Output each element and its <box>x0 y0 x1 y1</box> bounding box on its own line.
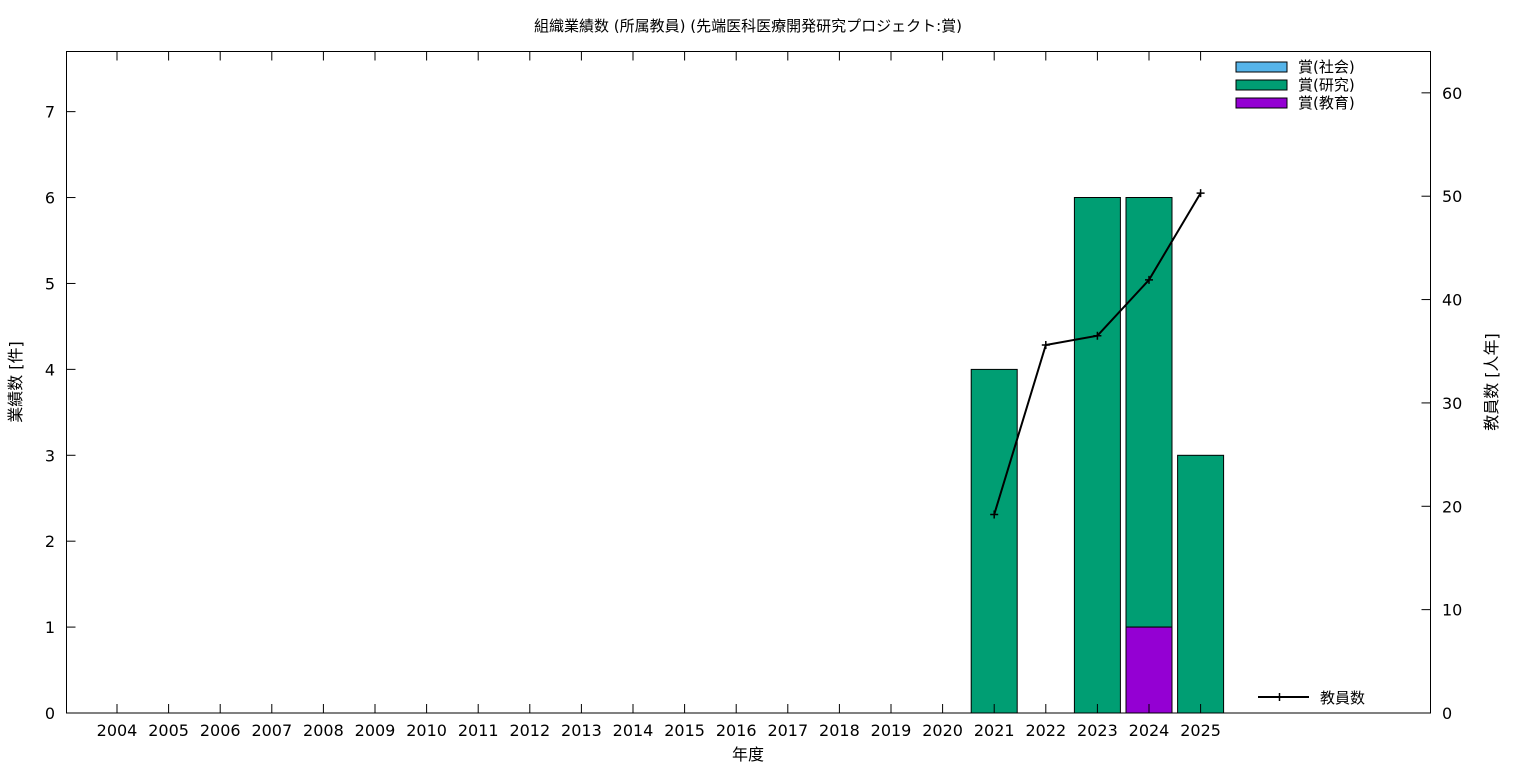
legend: 賞(社会)賞(研究)賞(教育) 教員数 <box>1235 58 1365 707</box>
y2-tick-label-0: 0 <box>1442 704 1452 723</box>
y-tick-label-2: 2 <box>45 532 55 551</box>
left-axis-tick-labels: 0 1 2 3 4 5 6 7 <box>45 103 55 723</box>
legend-label-2: 賞(教育) <box>1298 94 1355 112</box>
chart-title: 組織業績数 (所属教員) (先端医科医療開発研究プロジェクト:賞) <box>534 17 962 35</box>
x-tick-label-2023: 2023 <box>1077 721 1118 740</box>
x-axis-tick-labels: 2004 2005 2006 2007 2008 2009 2010 2011 2012 2013… <box>97 721 1221 740</box>
y-tick-label-3: 3 <box>45 446 55 465</box>
y-tick-label-5: 5 <box>45 274 55 293</box>
y2-tick-label-60: 60 <box>1442 84 1462 103</box>
x-tick-label-2012: 2012 <box>509 721 550 740</box>
bar-2023-series-1 <box>1073 197 1121 714</box>
legend-line-label: 教員数 <box>1320 689 1365 707</box>
bars-layer <box>970 197 1225 714</box>
x-tick-label-2025: 2025 <box>1180 721 1221 740</box>
y2-tick-label-40: 40 <box>1442 291 1462 310</box>
x-tick-label-2016: 2016 <box>716 721 757 740</box>
x-tick-label-2021: 2021 <box>974 721 1015 740</box>
x-tick-label-2009: 2009 <box>355 721 396 740</box>
x-tick-label-2018: 2018 <box>819 721 860 740</box>
x-tick-label-2005: 2005 <box>148 721 189 740</box>
x-tick-label-2019: 2019 <box>871 721 912 740</box>
ticks-layer <box>66 51 1431 713</box>
y-axis-label: 業績数 [件] <box>6 341 25 423</box>
y2-tick-label-10: 10 <box>1442 601 1462 620</box>
y-tick-label-1: 1 <box>45 618 55 637</box>
x-tick-label-2015: 2015 <box>664 721 705 740</box>
y2-tick-label-50: 50 <box>1442 187 1462 206</box>
bar-2024-series-1 <box>1125 197 1173 628</box>
x-tick-label-2004: 2004 <box>97 721 138 740</box>
y2-axis-label: 教員数 [人年] <box>1482 333 1501 431</box>
line-layer <box>990 189 1205 519</box>
plot-frame <box>66 51 1431 714</box>
legend-swatch-0 <box>1235 61 1288 73</box>
x-tick-label-2020: 2020 <box>922 721 963 740</box>
legend-swatch-2 <box>1235 97 1288 109</box>
faculty-point-2021 <box>990 510 999 519</box>
x-tick-label-2017: 2017 <box>767 721 808 740</box>
x-tick-label-2014: 2014 <box>613 721 654 740</box>
bar-2025-series-1 <box>1177 454 1225 714</box>
legend-swatch-1 <box>1235 79 1288 91</box>
y-tick-label-0: 0 <box>45 704 55 723</box>
y-tick-label-7: 7 <box>45 103 55 122</box>
y-tick-label-6: 6 <box>45 189 55 208</box>
x-tick-label-2013: 2013 <box>561 721 602 740</box>
legend-label-0: 賞(社会) <box>1298 58 1355 76</box>
x-tick-label-2024: 2024 <box>1129 721 1170 740</box>
faculty-point-2025 <box>1196 189 1205 198</box>
bar-2021-series-1 <box>970 368 1018 714</box>
legend-label-1: 賞(研究) <box>1298 76 1355 94</box>
faculty-point-2023 <box>1093 331 1102 340</box>
x-tick-label-2006: 2006 <box>200 721 241 740</box>
y2-tick-label-30: 30 <box>1442 394 1462 413</box>
faculty-point-2024 <box>1145 275 1153 284</box>
x-tick-label-2011: 2011 <box>458 721 499 740</box>
bar-2024-series-0 <box>1125 626 1173 714</box>
x-axis-label: 年度 <box>732 745 764 764</box>
x-tick-label-2022: 2022 <box>1025 721 1066 740</box>
faculty-point-2022 <box>1041 341 1050 350</box>
right-axis-tick-labels: 0 10 20 30 40 50 60 <box>1442 84 1462 723</box>
x-tick-label-2010: 2010 <box>406 721 447 740</box>
y2-tick-label-20: 20 <box>1442 497 1462 516</box>
x-tick-label-2007: 2007 <box>251 721 292 740</box>
y-tick-label-4: 4 <box>45 360 55 379</box>
x-tick-label-2008: 2008 <box>303 721 344 740</box>
